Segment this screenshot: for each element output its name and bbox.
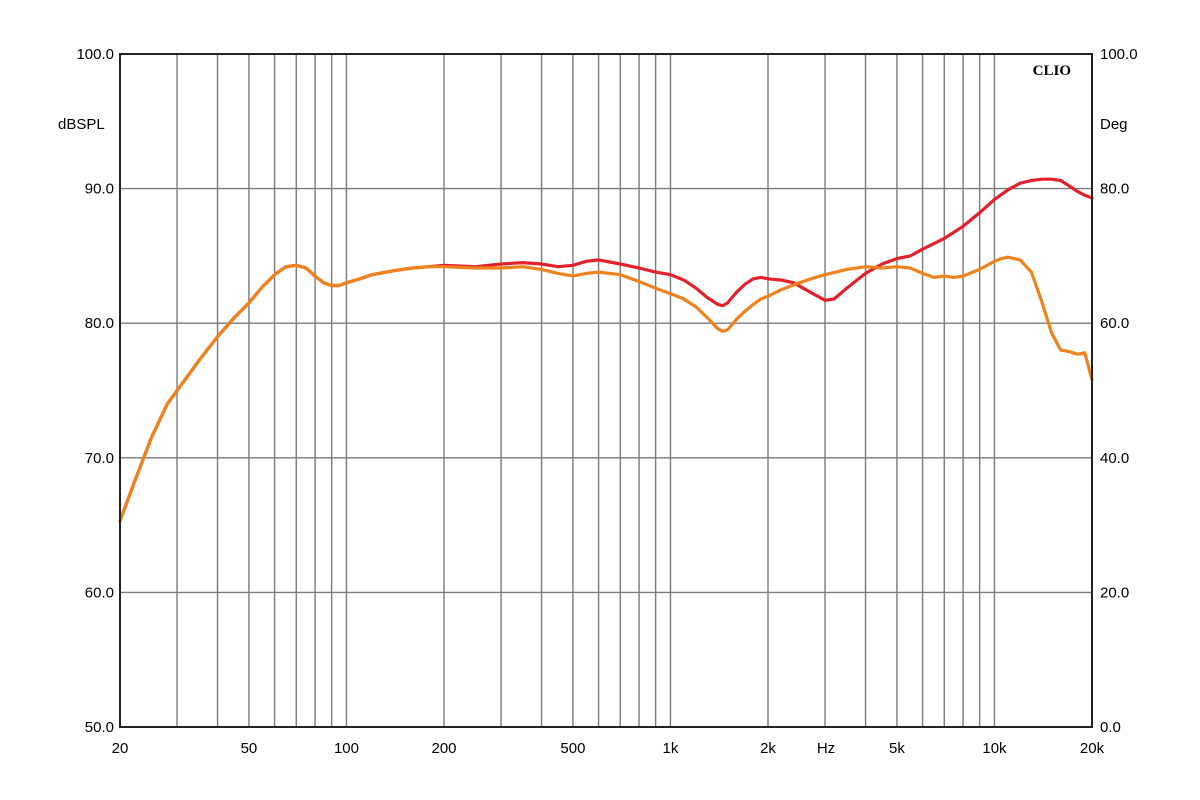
left-tick-label: 80.0 <box>85 315 114 332</box>
x-tick-label: 20 <box>112 740 129 757</box>
x-tick-label: 5k <box>889 740 905 757</box>
x-tick-label: 500 <box>560 740 585 757</box>
series-layer <box>118 177 1094 523</box>
x-tick-label: 200 <box>431 740 456 757</box>
right-tick-label: 60.0 <box>1100 315 1129 332</box>
right-tick-label: 20.0 <box>1100 584 1129 601</box>
axis-labels: 50.0 60.0 70.0 80.0 90.0 100.0 0.0 20.0 40.0 60.0… <box>76 46 1137 757</box>
x-tick-label: 100 <box>334 740 359 757</box>
left-axis-unit: dBSPL <box>58 116 105 133</box>
x-tick-label: 50 <box>241 740 258 757</box>
right-tick-label: 80.0 <box>1100 181 1129 198</box>
plot-frame <box>119 53 1093 728</box>
right-axis-unit: Deg <box>1100 116 1128 133</box>
x-tick-label: 10k <box>982 740 1007 757</box>
right-tick-label: 40.0 <box>1100 450 1129 467</box>
x-tick-label: 2k <box>760 740 776 757</box>
series-line-1 <box>118 177 1094 523</box>
left-tick-label: 100.0 <box>76 46 114 63</box>
right-tick-label: 100.0 <box>1100 46 1138 63</box>
left-tick-label: 60.0 <box>85 584 114 601</box>
grid <box>119 53 1093 728</box>
series-line-2 <box>118 255 1094 523</box>
left-tick-label: 90.0 <box>85 181 114 198</box>
x-axis-unit: Hz <box>817 740 835 757</box>
x-tick-label: 20k <box>1080 740 1105 757</box>
clio-brand-label: CLIO <box>1033 63 1071 79</box>
left-tick-label: 50.0 <box>85 719 114 736</box>
right-tick-label: 0.0 <box>1100 719 1121 736</box>
x-tick-label: 1k <box>663 740 679 757</box>
left-tick-label: 70.0 <box>85 450 114 467</box>
